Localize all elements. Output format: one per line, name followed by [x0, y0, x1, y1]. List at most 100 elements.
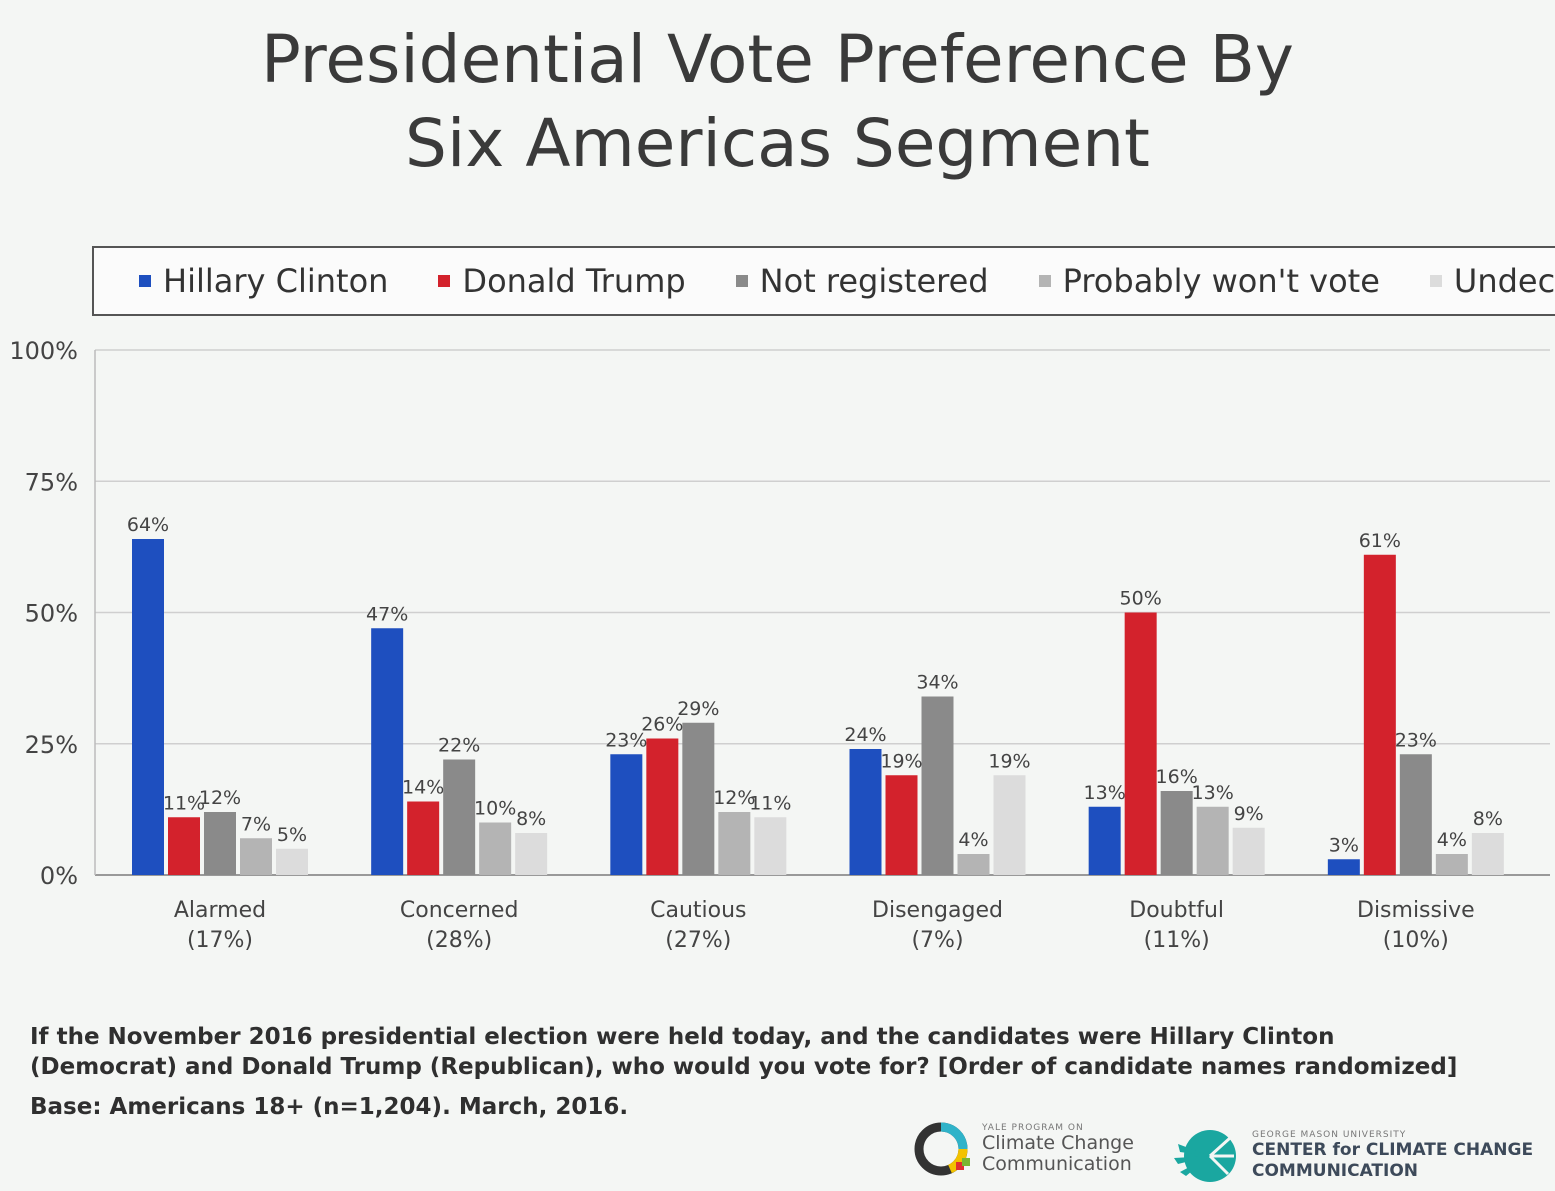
survey-question: If the November 2016 presidential electi… — [30, 1024, 1458, 1080]
bar — [276, 848, 308, 875]
logo1-line1: Climate Change — [982, 1132, 1134, 1154]
data-label: 11% — [163, 792, 205, 814]
legend-label: Not registered — [759, 262, 989, 300]
george-mason-logo: GEORGE MASON UNIVERSITY CENTER for CLIMA… — [1170, 1126, 1533, 1186]
data-label: 10% — [474, 798, 516, 820]
logo2-line1: CENTER for CLIMATE CHANGE — [1252, 1140, 1534, 1160]
category-label: Dismissive — [1357, 898, 1475, 923]
bar — [718, 812, 751, 875]
speech-bubble-icon — [914, 1122, 970, 1176]
title-line-2: Six Americas Segment — [405, 105, 1150, 182]
bar — [443, 759, 476, 875]
legend-item: Undecided — [1429, 262, 1555, 300]
y-tick-label: 25% — [25, 731, 78, 759]
category-label: Concerned — [400, 898, 519, 923]
bar — [1232, 827, 1265, 875]
sunburst-icon — [1174, 1130, 1236, 1182]
legend-label: Donald Trump — [462, 262, 686, 300]
data-label: 9% — [1234, 803, 1264, 825]
category-label: Doubtful — [1129, 898, 1224, 923]
legend-swatch — [139, 275, 151, 287]
data-label: 16% — [1156, 766, 1198, 788]
logo1-small: YALE PROGRAM ON — [982, 1123, 1084, 1133]
data-label: 50% — [1120, 588, 1162, 610]
bar — [682, 722, 715, 875]
bar — [407, 801, 440, 875]
bar — [885, 775, 918, 875]
data-label: 23% — [605, 729, 647, 751]
bar — [610, 754, 643, 875]
bar — [921, 696, 954, 875]
bar — [1471, 833, 1504, 875]
data-label: 24% — [844, 724, 886, 746]
legend-item: Not registered — [735, 262, 989, 300]
data-label: 7% — [241, 813, 271, 835]
bar — [1327, 859, 1360, 875]
data-label: 8% — [1473, 808, 1503, 830]
bar — [132, 539, 164, 875]
legend-item: Probably won't vote — [1038, 262, 1380, 300]
y-tick-label: 50% — [25, 600, 78, 628]
data-label: 19% — [988, 750, 1030, 772]
data-label: 19% — [880, 750, 922, 772]
data-label: 29% — [677, 698, 719, 720]
category-label: (17%) — [187, 928, 253, 953]
data-label: 4% — [1437, 829, 1467, 851]
legend: Hillary Clinton Donald Trump Not registere… — [92, 246, 1555, 316]
bar — [1160, 791, 1193, 875]
logo2-line2: COMMUNICATION — [1252, 1161, 1419, 1181]
bar — [204, 812, 236, 875]
logo2-small: GEORGE MASON UNIVERSITY — [1252, 1130, 1407, 1140]
title-line-1: Presidential Vote Preference By — [261, 21, 1294, 98]
y-tick-label: 75% — [25, 468, 78, 496]
category-label: Alarmed — [174, 898, 266, 923]
bar — [993, 775, 1026, 875]
data-label: 13% — [1084, 782, 1126, 804]
data-label: 11% — [749, 792, 791, 814]
bar — [515, 833, 548, 875]
bar — [754, 817, 787, 875]
legend-swatch — [735, 275, 748, 287]
data-label: 12% — [713, 787, 755, 809]
data-label: 23% — [1395, 729, 1437, 751]
data-label: 34% — [916, 672, 958, 694]
base-note: Base: Americans 18+ (n=1,204). March, 20… — [30, 1094, 629, 1120]
bar — [479, 822, 512, 875]
legend-item: Donald Trump — [438, 262, 686, 300]
category-label: (10%) — [1383, 928, 1449, 953]
legend-item: Hillary Clinton — [139, 262, 388, 300]
category-label: (28%) — [426, 928, 492, 953]
legend-label: Hillary Clinton — [163, 262, 389, 300]
data-label: 5% — [277, 824, 307, 846]
bar — [1435, 854, 1468, 875]
legend-swatch — [1038, 275, 1051, 287]
yale-logo: YALE PROGRAM ON Climate Change Communica… — [910, 1118, 1134, 1180]
legend-label: Probably won't vote — [1062, 262, 1380, 300]
bar — [1088, 806, 1121, 875]
data-label: 4% — [958, 829, 988, 851]
bar — [1124, 612, 1157, 875]
bar — [646, 738, 679, 875]
legend-swatch — [438, 275, 451, 287]
category-label: Disengaged — [872, 898, 1003, 923]
bar — [1196, 806, 1229, 875]
data-label: 47% — [366, 603, 408, 625]
data-label: 22% — [438, 735, 480, 757]
bar — [1363, 554, 1396, 875]
data-label: 3% — [1329, 834, 1359, 856]
data-label: 61% — [1359, 530, 1401, 552]
category-label: (7%) — [911, 928, 963, 953]
bar-chart: 0%25%50%75%100%64%11%12%7% 5%Alarmed(17%)… — [9, 337, 1550, 953]
bar — [1399, 754, 1432, 875]
chart-title: Presidential Vote Preference By Six Amer… — [0, 18, 1555, 186]
legend-label: Undecided — [1453, 262, 1555, 300]
y-tick-label: 100% — [9, 337, 78, 365]
bar — [957, 854, 990, 875]
bar — [168, 817, 200, 875]
category-label: (11%) — [1144, 928, 1210, 953]
data-label: 8% — [516, 808, 546, 830]
y-tick-label: 0% — [40, 862, 78, 890]
bar — [240, 838, 272, 875]
data-label: 13% — [1192, 782, 1234, 804]
data-label: 14% — [402, 777, 444, 799]
